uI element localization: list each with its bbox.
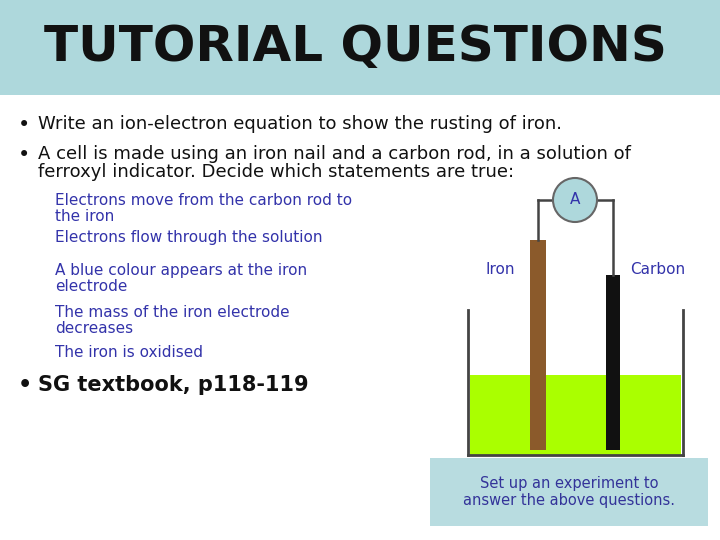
Text: decreases: decreases — [55, 321, 133, 336]
Bar — [470, 375, 681, 455]
Text: SG textbook, p118-119: SG textbook, p118-119 — [38, 375, 309, 395]
Text: A blue colour appears at the iron: A blue colour appears at the iron — [55, 263, 307, 278]
Bar — [430, 458, 708, 526]
Text: the iron: the iron — [55, 209, 114, 224]
Text: The iron is oxidised: The iron is oxidised — [55, 345, 203, 360]
Text: •: • — [18, 115, 30, 135]
Text: TUTORIAL QUESTIONS: TUTORIAL QUESTIONS — [44, 23, 667, 71]
Bar — [530, 240, 546, 450]
Text: Electrons move from the carbon rod to: Electrons move from the carbon rod to — [55, 193, 352, 208]
Bar — [0, 0, 720, 95]
Text: •: • — [18, 375, 32, 395]
Text: ferroxyl indicator. Decide which statements are true:: ferroxyl indicator. Decide which stateme… — [38, 163, 514, 181]
Text: •: • — [18, 145, 30, 165]
Text: Set up an experiment to
answer the above questions.: Set up an experiment to answer the above… — [463, 476, 675, 508]
Text: Carbon: Carbon — [631, 262, 685, 278]
Text: electrode: electrode — [55, 279, 127, 294]
Text: Write an ion-electron equation to show the rusting of iron.: Write an ion-electron equation to show t… — [38, 115, 562, 133]
Bar — [606, 275, 620, 450]
Text: The mass of the iron electrode: The mass of the iron electrode — [55, 305, 289, 320]
Text: Iron: Iron — [485, 262, 515, 278]
Text: Electrons flow through the solution: Electrons flow through the solution — [55, 230, 323, 245]
Text: A: A — [570, 192, 580, 207]
Text: A cell is made using an iron nail and a carbon rod, in a solution of: A cell is made using an iron nail and a … — [38, 145, 631, 163]
Circle shape — [553, 178, 597, 222]
